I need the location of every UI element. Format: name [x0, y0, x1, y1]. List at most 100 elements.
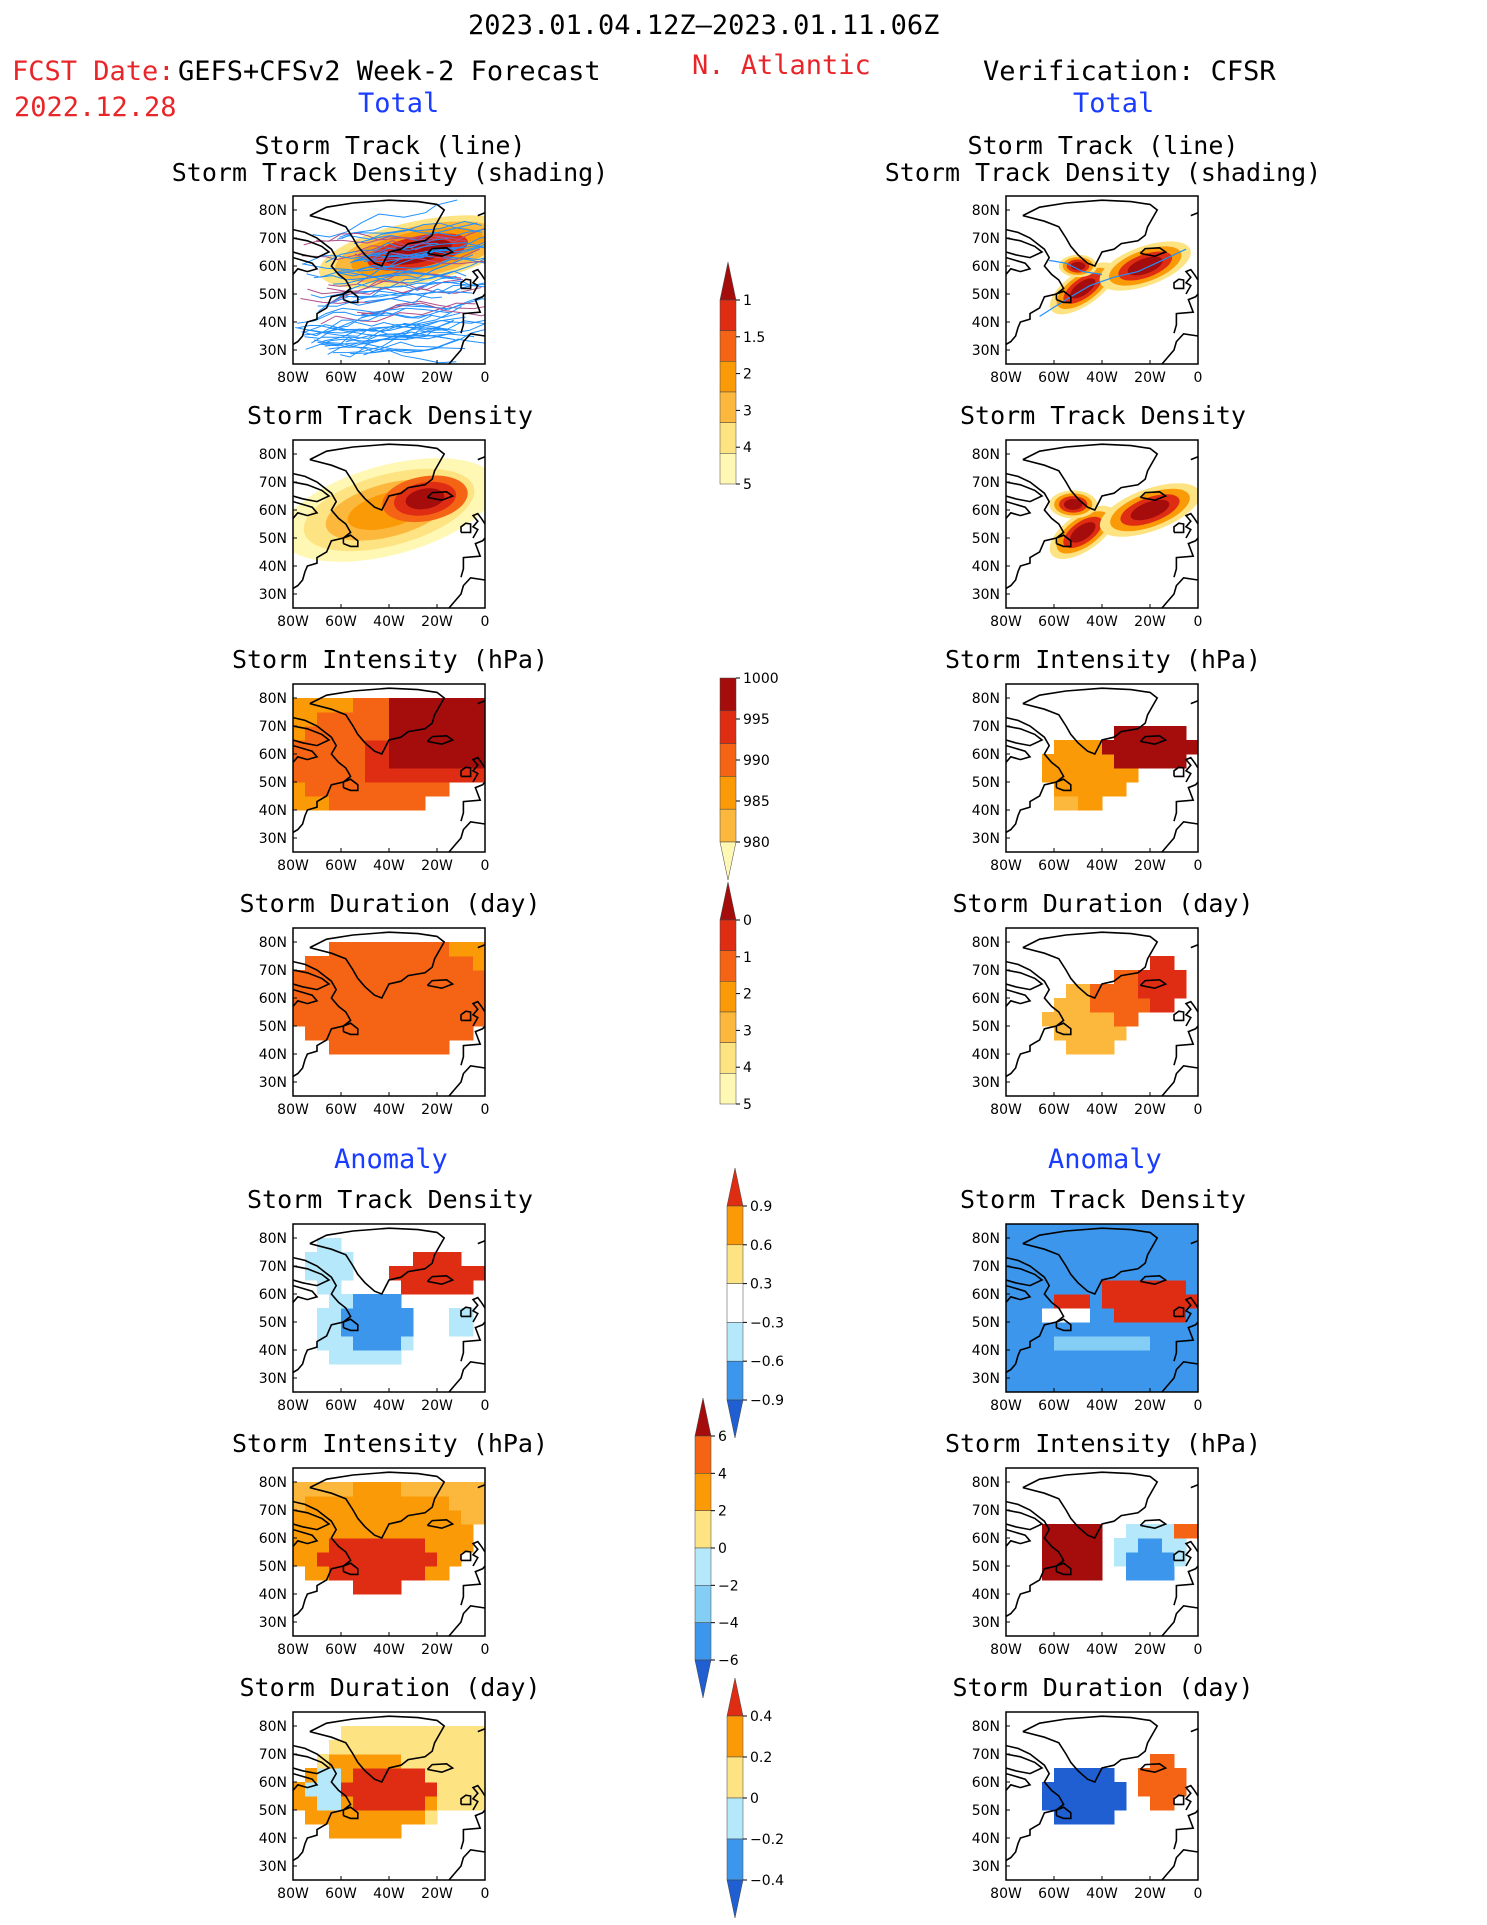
- title-track-line-right: Storm Track (line) Storm Track Density (s…: [884, 131, 1322, 187]
- lat-tick-label: 30N: [972, 1615, 1000, 1631]
- anomaly-label-left: Anomaly: [334, 1144, 448, 1175]
- lat-tick-label: 50N: [259, 531, 287, 547]
- page-title: 2023.01.04.12Z—2023.01.11.06Z: [468, 10, 940, 41]
- lat-tick-label: 80N: [972, 447, 1000, 463]
- lat-tick-label: 80N: [259, 935, 287, 951]
- lon-tick-label: 60W: [325, 614, 357, 630]
- lat-tick-label: 70N: [259, 719, 287, 735]
- lon-tick-label: 20W: [421, 370, 453, 386]
- lon-tick-label: 40W: [1086, 858, 1118, 874]
- lat-tick-label: 80N: [972, 691, 1000, 707]
- colorbar-tick-label: 1: [743, 293, 752, 309]
- lon-tick-label: 60W: [1038, 1642, 1070, 1658]
- lat-tick-label: 40N: [972, 1587, 1000, 1603]
- colorbar-tick-label: −4: [718, 1616, 739, 1632]
- lon-tick-label: 60W: [1038, 370, 1070, 386]
- colorbar-tick-label: 1.5: [743, 330, 765, 346]
- lon-tick-label: 40W: [1086, 370, 1118, 386]
- colorbar-tick-label: 0.4: [750, 1709, 772, 1725]
- lat-tick-label: 70N: [972, 475, 1000, 491]
- lat-tick-label: 70N: [259, 475, 287, 491]
- lat-tick-label: 60N: [972, 1775, 1000, 1791]
- lat-tick-label: 30N: [972, 1371, 1000, 1387]
- lat-tick-label: 80N: [972, 1475, 1000, 1491]
- lon-tick-label: 20W: [421, 1398, 453, 1414]
- lat-tick-label: 40N: [972, 559, 1000, 575]
- lat-tick-label: 80N: [972, 935, 1000, 951]
- title-track-line-left: Storm Track (line) Storm Track Density (s…: [171, 131, 609, 187]
- lat-tick-label: 50N: [259, 775, 287, 791]
- colorbar-tick-label: −6: [718, 1653, 739, 1669]
- lon-tick-label: 80W: [277, 858, 309, 874]
- lon-tick-label: 40W: [373, 370, 405, 386]
- colorbar-tick-label: 0.6: [750, 1238, 772, 1254]
- colorbar-tick-label: 2: [743, 367, 752, 383]
- lat-tick-label: 60N: [972, 259, 1000, 275]
- lon-tick-label: 40W: [1086, 614, 1118, 630]
- lat-tick-label: 30N: [259, 1615, 287, 1631]
- map-density-verification: 80N 70N 60N 50N 40N 30N 80W 60W 40W 20W 0: [972, 439, 1202, 632]
- lat-tick-label: 80N: [259, 1719, 287, 1735]
- colorbar-tick-label: 4: [743, 440, 752, 456]
- colorbar-tick-label: 2: [718, 1504, 727, 1520]
- lon-tick-label: 20W: [421, 858, 453, 874]
- colorbar-tick-label: 5: [743, 477, 752, 493]
- colorbar-tick-label: 1000: [743, 671, 779, 687]
- lon-tick-label: 40W: [373, 1886, 405, 1902]
- lat-tick-label: 50N: [259, 1019, 287, 1035]
- lat-tick-label: 80N: [259, 447, 287, 463]
- map-anom-duration-verification: 80N 70N 60N 50N 40N 30N 80W 60W 40W 20W 0: [972, 1711, 1202, 1904]
- colorbar-tick-label: 985: [743, 794, 770, 810]
- lon-tick-label: 40W: [373, 1102, 405, 1118]
- lat-tick-label: 80N: [259, 691, 287, 707]
- lat-tick-label: 70N: [972, 1259, 1000, 1275]
- lon-tick-label: 80W: [277, 1398, 309, 1414]
- colorbar-tick-label: 4: [743, 1060, 752, 1076]
- colorbar-tick-label: −2: [718, 1578, 739, 1594]
- map-track-line-forecast: 80N 70N 60N 50N 40N 30N 80W 60W 40W 20W 0: [259, 195, 489, 388]
- lat-tick-label: 70N: [972, 231, 1000, 247]
- lat-tick-label: 40N: [259, 803, 287, 819]
- lat-tick-label: 30N: [972, 343, 1000, 359]
- lon-tick-label: 60W: [325, 1886, 357, 1902]
- colorbar-tick-label: 995: [743, 712, 770, 728]
- lat-tick-label: 30N: [259, 1371, 287, 1387]
- lat-tick-label: 40N: [259, 1343, 287, 1359]
- lon-tick-label: 0: [481, 858, 490, 874]
- lon-tick-label: 0: [481, 1886, 490, 1902]
- lon-tick-label: 20W: [1134, 614, 1166, 630]
- lon-tick-label: 40W: [1086, 1642, 1118, 1658]
- lat-tick-label: 40N: [259, 1831, 287, 1847]
- colorbar-tick-label: 0: [718, 1541, 727, 1557]
- verification-label: Verification: CFSR: [983, 56, 1276, 87]
- colorbar-tick-label: 3: [743, 1023, 752, 1039]
- lon-tick-label: 60W: [325, 1642, 357, 1658]
- lon-tick-label: 40W: [1086, 1398, 1118, 1414]
- lon-tick-label: 20W: [1134, 1102, 1166, 1118]
- lat-tick-label: 40N: [972, 315, 1000, 331]
- lat-tick-label: 40N: [972, 1831, 1000, 1847]
- lat-tick-label: 40N: [259, 559, 287, 575]
- colorbar-tick-label: 990: [743, 753, 770, 769]
- lon-tick-label: 60W: [325, 370, 357, 386]
- lon-tick-label: 20W: [421, 1886, 453, 1902]
- lon-tick-label: 60W: [325, 1102, 357, 1118]
- lat-tick-label: 30N: [972, 587, 1000, 603]
- lon-tick-label: 20W: [421, 1102, 453, 1118]
- lat-tick-label: 30N: [259, 831, 287, 847]
- colorbar-tick-label: 980: [743, 835, 770, 851]
- lon-tick-label: 20W: [421, 1642, 453, 1658]
- total-label-left: Total: [358, 88, 440, 119]
- colorbar-tick-label: −0.6: [750, 1354, 784, 1370]
- map-anom-intensity-forecast: 80N 70N 60N 50N 40N 30N 80W 60W 40W 20W 0: [259, 1467, 489, 1660]
- colorbar-intensity-total: 1000 995 990 985 980: [719, 640, 810, 884]
- lat-tick-label: 60N: [259, 259, 287, 275]
- lat-tick-label: 60N: [259, 1775, 287, 1791]
- lon-tick-label: 80W: [990, 1886, 1022, 1902]
- colorbar-tick-label: 0.2: [750, 1750, 772, 1766]
- lon-tick-label: 80W: [277, 1102, 309, 1118]
- lat-tick-label: 70N: [259, 963, 287, 979]
- lon-tick-label: 0: [481, 1398, 490, 1414]
- lon-tick-label: 0: [1194, 1642, 1203, 1658]
- lon-tick-label: 0: [481, 1642, 490, 1658]
